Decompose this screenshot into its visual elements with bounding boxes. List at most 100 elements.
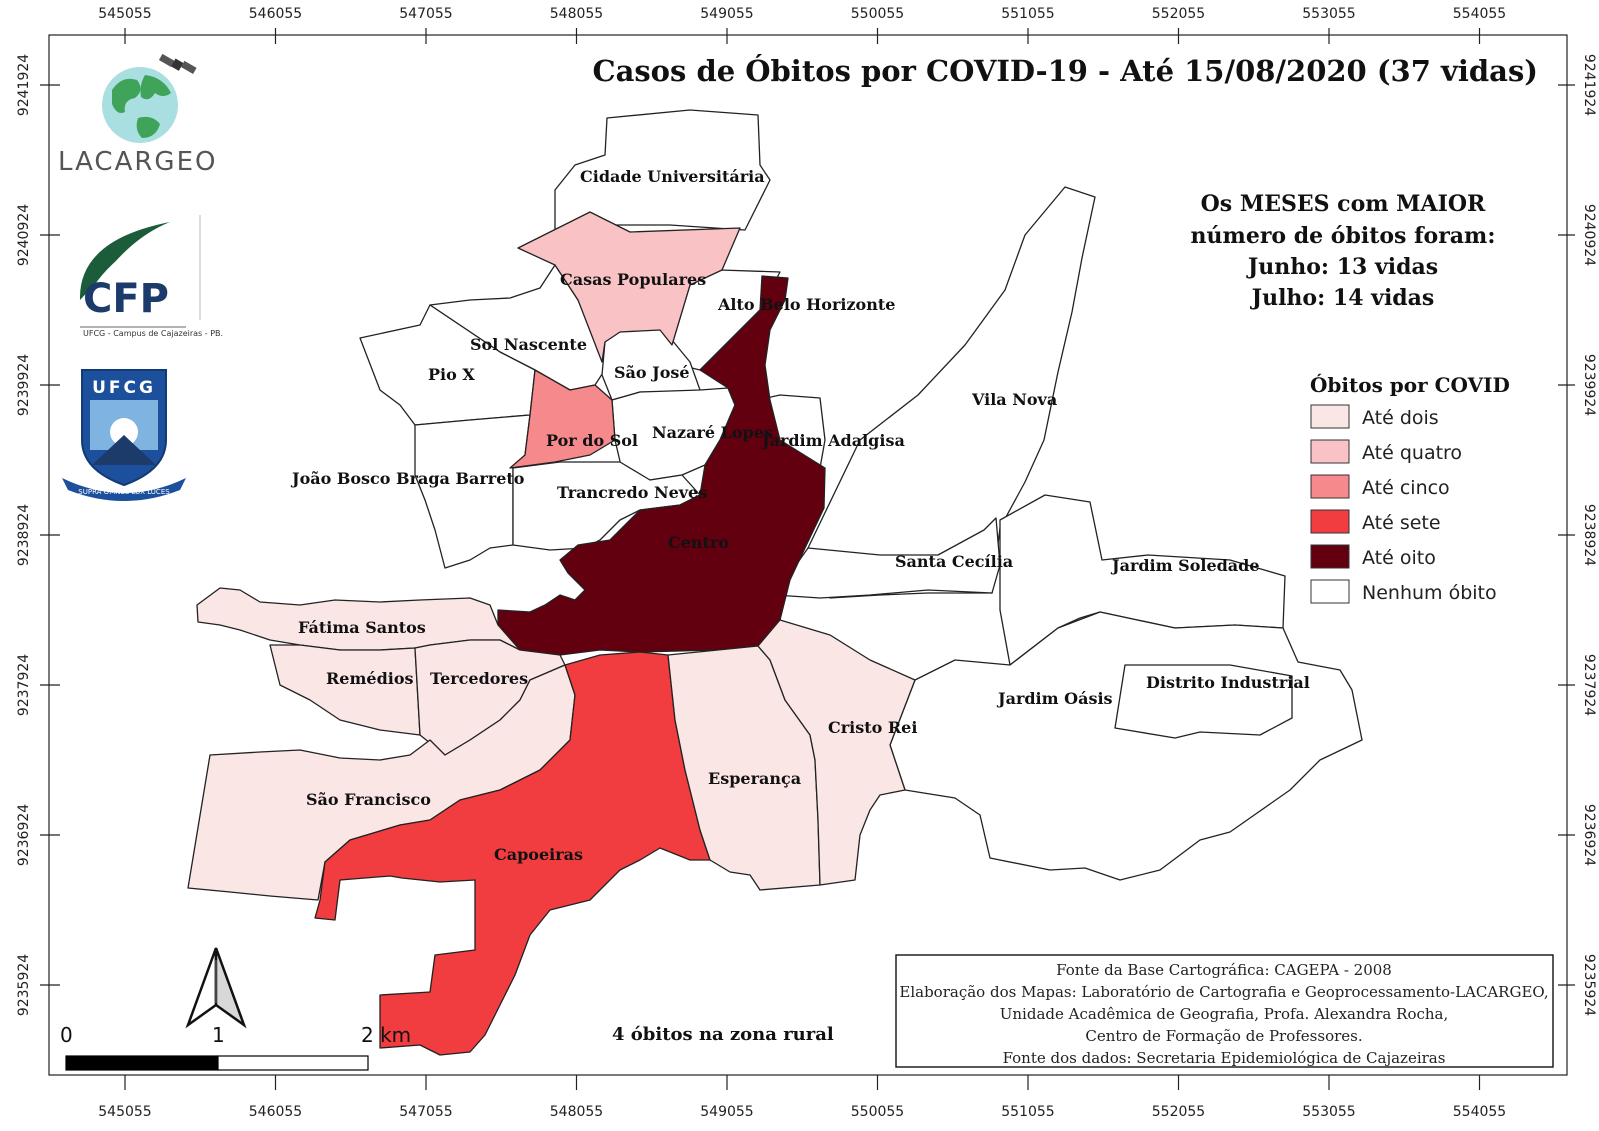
legend-item-label: Até quatro xyxy=(1362,442,1462,464)
scale-label-1: 1 xyxy=(212,1023,225,1047)
credits-line-3: Unidade Acadêmica de Geografia, Profa. A… xyxy=(1000,1005,1449,1023)
y-tick-label-right: 9235924 xyxy=(1581,954,1597,1016)
legend-item-label: Nenhum óbito xyxy=(1362,582,1497,604)
label-esperanca: Esperança xyxy=(708,769,801,788)
ufcg-banner xyxy=(62,478,186,501)
leaf-icon xyxy=(79,222,170,300)
months-note-line-4: Julho: 14 vidas xyxy=(1250,285,1435,311)
credits-box: Fonte da Base Cartográfica: CAGEPA - 200… xyxy=(895,954,1554,1068)
ufcg-wordmark: UFCG xyxy=(92,378,156,398)
y-tick-label-left: 9235924 xyxy=(16,954,32,1016)
label-jardim-oasis: Jardim Oásis xyxy=(996,689,1113,708)
label-por-do-sol: Por do Sol xyxy=(546,431,638,450)
label-cristo-rei: Cristo Rei xyxy=(828,718,917,737)
x-tick-label-top: 545055 xyxy=(98,6,151,22)
label-casas-populares: Casas Populares xyxy=(560,270,706,289)
x-tick-label-top: 547055 xyxy=(399,6,452,22)
x-tick-label-bottom: 550055 xyxy=(851,1104,904,1120)
legend-item-label: Até cinco xyxy=(1362,477,1450,499)
legend-swatch xyxy=(1310,544,1350,569)
label-sol-nascente: Sol Nascente xyxy=(470,335,587,354)
x-tick-label-bottom: 554055 xyxy=(1453,1104,1506,1120)
label-sao-francisco: São Francisco xyxy=(306,790,431,809)
x-tick-label-top: 548055 xyxy=(550,6,603,22)
months-note: Os MESES com MAIOR número de óbitos fora… xyxy=(1191,191,1496,311)
scale-bar-segment-2 xyxy=(217,1055,369,1071)
neighborhood-capoeiras xyxy=(314,651,711,1056)
y-tick-label-left: 9238924 xyxy=(16,504,32,566)
ufcg-logo: UFCG SUPRA OMNES LUX LUCES xyxy=(62,369,186,501)
y-tick-label-right: 9237924 xyxy=(1581,654,1597,716)
cfp-wordmark: CFP xyxy=(83,276,169,322)
x-tick-label-bottom: 545055 xyxy=(98,1104,151,1120)
neighborhood-centro xyxy=(497,275,826,656)
y-tick-label-right: 9241924 xyxy=(1581,54,1597,116)
y-tick-label-left: 9241924 xyxy=(16,54,32,116)
neighborhood-remedios xyxy=(269,644,421,736)
label-jardim-soledade: Jardim Soledade xyxy=(1110,556,1260,575)
x-coordinate-ticks: 545055 545055 546055 546055 547055 547055 5480… xyxy=(98,6,1506,1120)
x-tick-label-top: 553055 xyxy=(1302,6,1355,22)
y-tick-label-left: 9237924 xyxy=(16,654,32,716)
lacargeo-logo: LACARGEO xyxy=(58,53,217,177)
x-tick-label-top: 552055 xyxy=(1152,6,1205,22)
label-jardim-adalgisa: Jardim Adalgisa xyxy=(760,431,905,450)
x-tick-label-top: 550055 xyxy=(851,6,904,22)
legend-item-label: Até oito xyxy=(1362,547,1436,569)
legend-swatch xyxy=(1310,474,1350,499)
credits-line-1: Fonte da Base Cartográfica: CAGEPA - 200… xyxy=(1056,961,1392,979)
x-tick-label-bottom: 546055 xyxy=(249,1104,302,1120)
scale-bar-segment-1 xyxy=(65,1055,219,1071)
legend-item-label: Até dois xyxy=(1362,407,1439,429)
x-tick-label-top: 546055 xyxy=(249,6,302,22)
lacargeo-wordmark: LACARGEO xyxy=(58,147,217,177)
rural-note: 4 óbitos na zona rural xyxy=(612,1024,834,1045)
label-centro: Centro xyxy=(668,533,729,552)
neighborhood-santa-cecilia xyxy=(774,517,1001,599)
x-tick-label-top: 554055 xyxy=(1453,6,1506,22)
label-cidade-universitaria: Cidade Universitária xyxy=(580,167,765,186)
label-alto-belo-horizonte: Alto Belo Horizonte xyxy=(717,295,895,314)
neighborhood-por-do-sol xyxy=(509,369,616,469)
neighborhood-polygons xyxy=(187,109,1363,1056)
x-tick-label-bottom: 553055 xyxy=(1302,1104,1355,1120)
legend-swatch xyxy=(1310,439,1350,464)
label-nazare-lopes: Nazaré Lopes xyxy=(652,423,773,442)
north-arrow-icon xyxy=(185,947,247,1029)
label-santa-cecilia: Santa Cecília xyxy=(895,552,1013,571)
y-tick-label-right: 9236924 xyxy=(1581,804,1597,866)
label-vila-nova: Vila Nova xyxy=(971,390,1057,409)
label-joao-bosco: João Bosco Braga Barreto xyxy=(290,469,525,488)
legend-swatch xyxy=(1310,579,1350,604)
credits-line-4: Centro de Formação de Professores. xyxy=(1085,1027,1362,1045)
label-sao-jose: São José xyxy=(614,363,690,382)
y-tick-label-right: 9239924 xyxy=(1581,354,1597,416)
y-tick-label-right: 9240924 xyxy=(1581,204,1597,266)
ufcg-motto: SUPRA OMNES LUX LUCES xyxy=(78,488,170,496)
x-tick-label-top: 551055 xyxy=(1001,6,1054,22)
legend-item-label: Até sete xyxy=(1362,512,1441,534)
scale-bar: 0 1 2 km xyxy=(60,1023,411,1071)
months-note-line-3: Junho: 13 vidas xyxy=(1246,254,1438,280)
neighborhood-labels: Cidade Universitária Casas Populares Alt… xyxy=(290,167,1310,864)
label-pio-x: Pio X xyxy=(428,365,475,384)
neighborhood-cristo-rei xyxy=(757,619,916,886)
legend-swatch xyxy=(1310,404,1350,429)
legend: Óbitos por COVID Até dois Até quatro Até c… xyxy=(1310,372,1510,604)
x-tick-label-bottom: 547055 xyxy=(399,1104,452,1120)
label-distrito-industrial: Distrito Industrial xyxy=(1146,673,1310,692)
x-tick-label-bottom: 551055 xyxy=(1001,1104,1054,1120)
months-note-line-2: número de óbitos foram: xyxy=(1191,223,1496,249)
neighborhood-distrito-industrial xyxy=(1114,664,1293,739)
label-trancredo-neves: Trancredo Neves xyxy=(557,483,707,502)
months-note-line-1: Os MESES com MAIOR xyxy=(1201,191,1486,217)
scale-label-0: 0 xyxy=(60,1023,73,1047)
y-coordinate-ticks: 9241924 9241924 9240924 9240924 9239924 92399… xyxy=(16,54,1597,1017)
scale-label-2: 2 km xyxy=(361,1023,411,1047)
y-tick-label-left: 9236924 xyxy=(16,804,32,866)
label-capoeiras: Capoeiras xyxy=(494,845,583,864)
y-tick-label-right: 9238924 xyxy=(1581,504,1597,566)
map-title: Casos de Óbitos por COVID-19 - Até 15/08… xyxy=(592,53,1538,88)
x-tick-label-bottom: 549055 xyxy=(700,1104,753,1120)
